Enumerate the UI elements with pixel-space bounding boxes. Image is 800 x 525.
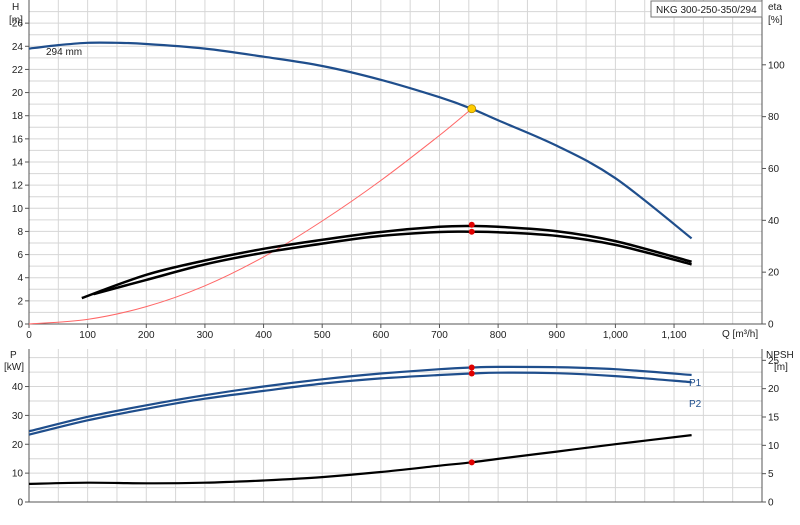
top-series-3 [93, 230, 692, 296]
top-y-right-label: eta [768, 2, 782, 13]
top-y-left-unit: [m] [9, 15, 23, 26]
top-y-left-tick-label: 22 [12, 65, 24, 76]
top-y-left-tick-label: 20 [12, 88, 24, 99]
x-tick-label: 1,100 [662, 330, 687, 341]
top-series [28, 41, 693, 325]
bottom-y-right-label: NPSH [766, 350, 794, 361]
bottom-y-right-tick-label: 10 [768, 441, 780, 452]
top-gridlines [29, 0, 762, 324]
bottom-duty-point-0 [468, 364, 475, 371]
top-y-right-unit: [%] [768, 15, 783, 26]
bottom-y-left-tick-label: 10 [12, 469, 24, 480]
bottom-y-left-tick-label: 30 [12, 411, 24, 422]
bottom-y-right-tick-label: 0 [768, 498, 774, 509]
bottom-axes [28, 349, 763, 503]
x-tick-label: 300 [197, 330, 214, 341]
top-y-left-tick-label: 14 [12, 158, 24, 169]
x-tick-label: 900 [548, 330, 565, 341]
top-y-left-tick-label: 12 [12, 181, 24, 192]
x-tick-label: 1,000 [603, 330, 628, 341]
top-y-left-tick-label: 10 [12, 204, 24, 215]
top-y-left-tick-label: 24 [12, 42, 24, 53]
bottom-markers [468, 364, 475, 466]
series-label-p1: P1 [689, 378, 702, 389]
top-y-right-tick-label: 80 [768, 112, 780, 123]
bottom-ticks: 0 10 20 30 40 0 5 10 15 20 25 [12, 356, 780, 509]
top-series-0 [28, 41, 693, 240]
bottom-y-left-unit: [kW] [4, 362, 24, 373]
bottom-duty-point-1 [468, 370, 475, 377]
bottom-series [28, 365, 692, 485]
bottom-y-left-tick-label: 20 [12, 440, 24, 451]
top-duty-point-0 [467, 104, 477, 114]
bottom-y-right-tick-label: 25 [768, 356, 780, 367]
x-tick-label: 700 [431, 330, 448, 341]
bottom-series-0 [28, 365, 692, 433]
top-y-right-tick-label: 100 [768, 60, 785, 71]
chart-title: NKG 300-250-350/294 [656, 5, 757, 16]
top-y-right-tick-label: 0 [768, 320, 774, 331]
bottom-y-left-label: P [10, 350, 17, 361]
top-y-left-tick-label: 0 [17, 320, 23, 331]
top-y-left-tick-label: 16 [12, 134, 24, 145]
top-series-2 [81, 224, 692, 300]
top-y-right-tick-label: 40 [768, 216, 780, 227]
top-y-left-tick-label: 8 [17, 227, 23, 238]
x-tick-label: 400 [255, 330, 272, 341]
top-y-left-tick-label: 2 [17, 296, 23, 307]
title-box: NKG 300-250-350/294 [650, 0, 763, 18]
bottom-y-left-tick-label: 40 [12, 382, 24, 393]
top-y-left-tick-label: 6 [17, 250, 23, 261]
top-markers [467, 104, 477, 235]
x-tick-label: 0 [26, 330, 32, 341]
x-tick-label: 800 [490, 330, 507, 341]
top-y-left-tick-label: 4 [17, 273, 23, 284]
x-tick-label: 500 [314, 330, 331, 341]
bottom-y-left-tick-label: 0 [17, 498, 23, 509]
top-y-left-tick-label: 26 [12, 19, 24, 30]
x-tick-label: 600 [372, 330, 389, 341]
top-series-1 [28, 108, 473, 325]
top-y-left-label: H [12, 2, 19, 13]
bottom-y-right-tick-label: 20 [768, 384, 780, 395]
top-y-right-tick-label: 60 [768, 164, 780, 175]
bottom-series-2 [28, 434, 692, 485]
bottom-y-right-tick-label: 5 [768, 469, 774, 480]
top-x-axis-label: Q [m³/h] [722, 329, 758, 340]
top-y-right-tick-label: 20 [768, 268, 780, 279]
series-label-p2: P2 [689, 399, 702, 410]
top-duty-point-2 [468, 228, 475, 235]
bottom-duty-point-2 [468, 459, 475, 466]
bottom-y-right-unit: [m] [774, 362, 788, 373]
top-duty-point-1 [468, 221, 475, 228]
x-tick-label: 200 [138, 330, 155, 341]
top-y-left-tick-label: 18 [12, 111, 24, 122]
bottom-y-right-tick-label: 15 [768, 413, 780, 424]
curve-diameter-label: 294 mm [46, 47, 82, 58]
bottom-series-1 [28, 371, 692, 436]
x-tick-label: 100 [79, 330, 96, 341]
